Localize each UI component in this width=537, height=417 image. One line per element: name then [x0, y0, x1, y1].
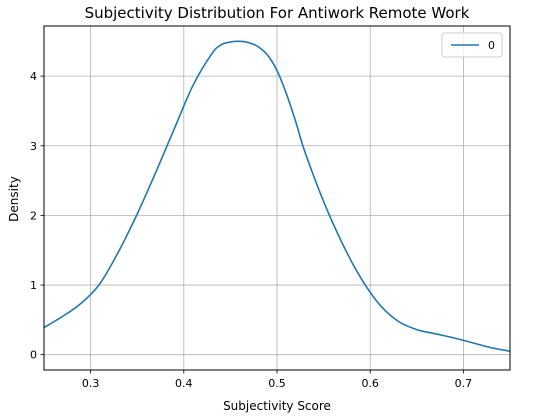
- x-tick-label: 0.3: [82, 377, 100, 390]
- y-axis-label: Density: [7, 176, 21, 222]
- legend: 0: [441, 32, 503, 58]
- series-group: [43, 40, 511, 352]
- grid: [44, 26, 510, 370]
- x-axis-label: Subjectivity Score: [223, 399, 331, 413]
- x-tick-label: 0.6: [361, 377, 379, 390]
- y-tick-label: 3: [30, 140, 37, 153]
- y-tick-label: 1: [30, 279, 37, 292]
- legend-label: 0: [488, 39, 495, 52]
- y-tick-label: 4: [30, 70, 37, 83]
- ticks-group: 0.3 0.4 0.5 0.6 0.7 0 1 2 3 4: [30, 70, 472, 390]
- chart-title: Subjectivity Distribution For Antiwork R…: [85, 4, 470, 22]
- y-tick-label: 0: [30, 349, 37, 362]
- x-tick-label: 0.4: [175, 377, 193, 390]
- y-tick-label: 2: [30, 209, 37, 222]
- x-tick-label: 0.5: [268, 377, 286, 390]
- x-tick-label: 0.7: [455, 377, 473, 390]
- series-line: [43, 40, 511, 352]
